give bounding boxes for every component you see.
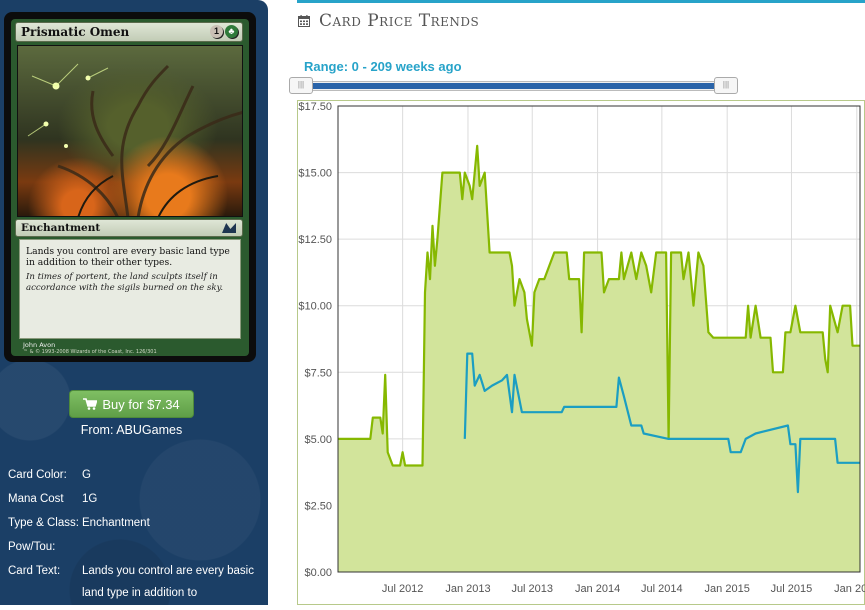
y-tick-label: $7.50 [304, 367, 332, 379]
mana-symbol-generic: 1 [210, 25, 223, 38]
set-symbol-icon [222, 223, 236, 233]
card-text-box: Lands you control are every basic land t… [19, 239, 241, 339]
top-accent-rule [297, 0, 865, 3]
chart-x-ticks: Jul 2012 Jan 2013 Jul 2013 Jan 2014 Jul 2014… [382, 583, 865, 595]
buy-button-label: Buy for $7.34 [102, 396, 180, 412]
series-0-line [338, 144, 860, 467]
chart-y-ticks: $0.00 $2.50 $5.00 $7.50 $10.00 $12.50 $15.00 $1… [298, 101, 332, 579]
x-tick-label: Jul 2013 [511, 583, 553, 595]
y-tick-label: $15.00 [298, 168, 332, 180]
x-tick-label: Jan 2013 [445, 583, 490, 595]
card-type-bar: Enchantment [15, 219, 243, 237]
info-value-mana: 1G [82, 493, 98, 505]
x-tick-label: Jan 2016 [834, 583, 865, 595]
series-0-area [338, 145, 860, 572]
card-art-illustration [27, 63, 242, 216]
card-artist: John Avon [23, 341, 56, 349]
card-art [17, 45, 243, 217]
card-rules-text: Lands you control are every basic land t… [26, 246, 230, 268]
card-mana-cost: 1 ♣ [210, 25, 238, 38]
range-slider-handle-end[interactable]: ||| [714, 77, 738, 94]
y-tick-label: $2.50 [304, 500, 332, 512]
chart-series [338, 144, 860, 572]
info-value-type: Enchantment [82, 517, 150, 529]
info-label-color: Card Color: [8, 469, 67, 481]
series-1-line [463, 352, 860, 494]
info-label-text: Card Text: [8, 565, 61, 577]
buy-vendor: From: ABUGames [80, 423, 183, 437]
price-chart: $0.00 $2.50 $5.00 $7.50 $10.00 $12.50 $15.00 $1… [297, 100, 865, 605]
x-tick-label: Jan 2014 [575, 583, 620, 595]
y-tick-label: $17.50 [298, 101, 332, 113]
info-label-powtou: Pow/Tou: [8, 541, 56, 553]
info-value-color: G [82, 469, 91, 481]
y-tick-label: $12.50 [298, 234, 332, 246]
range-slider[interactable]: ||| ||| [289, 77, 738, 94]
y-tick-label: $0.00 [304, 567, 332, 579]
range-slider-selection [299, 83, 729, 89]
card-name: Prismatic Omen [21, 25, 130, 39]
info-value-text: Lands you control are every basic land t… [82, 565, 254, 599]
price-trends-title: Card Price Trends [319, 11, 480, 31]
y-tick-label: $10.00 [298, 301, 332, 313]
price-chart-svg: $0.00 $2.50 $5.00 $7.50 $10.00 $12.50 $15.00 $1… [297, 100, 865, 605]
buy-button[interactable]: Buy for $7.34 [69, 390, 194, 418]
card-flavor-text: In times of portent, the land sculpts it… [26, 272, 224, 293]
card-type-line: Enchantment [21, 222, 101, 234]
calendar-icon [298, 15, 310, 27]
card-image: Prismatic Omen 1 ♣ [4, 12, 256, 362]
chart-plot-border [337, 105, 861, 573]
info-label-mana: Mana Cost [8, 493, 64, 505]
card-name-bar: Prismatic Omen 1 ♣ [15, 22, 243, 42]
range-slider-handle-start[interactable]: ||| [289, 77, 313, 94]
mana-symbol-green-icon: ♣ [225, 25, 238, 38]
card-copyright: ™ & © 1993-2008 Wizards of the Coast, In… [23, 349, 157, 355]
x-tick-label: Jan 2015 [705, 583, 750, 595]
x-tick-label: Jul 2015 [771, 583, 813, 595]
card-info-panel: Prismatic Omen 1 ♣ [0, 0, 268, 605]
x-tick-label: Jul 2012 [382, 583, 424, 595]
y-tick-label: $5.00 [304, 434, 332, 446]
x-tick-label: Jul 2014 [641, 583, 683, 595]
card-frame-inner: Prismatic Omen 1 ♣ [11, 19, 249, 356]
shopping-cart-icon [83, 398, 98, 410]
range-label: Range: 0 - 209 weeks ago [304, 59, 462, 74]
info-label-type: Type & Class: [8, 517, 79, 529]
